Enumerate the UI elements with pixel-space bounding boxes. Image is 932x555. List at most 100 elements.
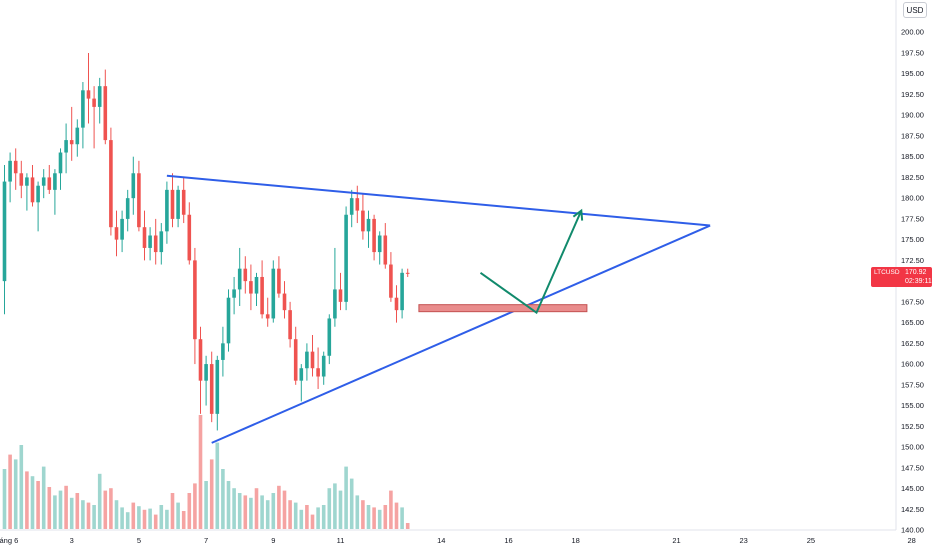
price-tick-label: 150.00 — [901, 443, 924, 452]
volume-bar — [176, 502, 180, 529]
volume-bar — [299, 509, 304, 529]
volume-bar — [2, 469, 7, 529]
volume-bar — [237, 493, 242, 529]
candle-body — [299, 368, 304, 381]
time-tick-label: 16 — [504, 536, 512, 545]
volume-bar — [103, 490, 108, 529]
volume-bar — [86, 502, 91, 529]
volume-bar — [316, 507, 320, 529]
bar-countdown: 02:39:11 — [905, 278, 932, 285]
volume-bar — [204, 481, 208, 529]
volume-bar — [221, 469, 225, 529]
last-price-tag: 170.92 02:39:11 — [902, 267, 932, 287]
candle-body — [47, 177, 52, 190]
volume-bar — [293, 502, 298, 529]
candle-body — [142, 227, 147, 248]
time-tick-label: 23 — [740, 536, 748, 545]
drawing-layer[interactable] — [166, 174, 711, 444]
candle-body — [366, 218, 371, 232]
candle-body — [193, 260, 197, 340]
lower-trendline[interactable] — [211, 224, 711, 444]
candle-body — [221, 343, 225, 360]
candle-body — [226, 297, 231, 344]
volume-bar — [265, 500, 270, 529]
volume-bar — [254, 488, 259, 529]
volume-bar — [405, 523, 410, 529]
candle-body — [209, 364, 214, 414]
currency-button[interactable]: USD — [903, 2, 927, 18]
volume-bar — [338, 490, 343, 529]
candle-body — [243, 268, 248, 282]
volume-bar — [271, 493, 276, 529]
price-tick-label: 197.50 — [901, 48, 924, 57]
volume-bar — [400, 507, 404, 529]
price-tick-label: 190.00 — [901, 111, 924, 120]
volume-bar — [349, 478, 354, 529]
candle-body — [400, 272, 404, 311]
candle-body — [293, 339, 298, 381]
candle-body — [41, 177, 46, 186]
projection-arrowhead — [572, 208, 584, 221]
volume-bar — [148, 508, 152, 529]
upper-trendline[interactable] — [166, 174, 711, 227]
support-zone[interactable] — [418, 304, 588, 313]
volume-bar — [153, 514, 158, 529]
time-tick-label: 28 — [908, 536, 916, 545]
candle-body — [131, 173, 136, 199]
volume-bar — [249, 497, 253, 529]
candle-body — [254, 276, 259, 294]
volume-bar — [361, 500, 365, 529]
last-price-value: 170.92 — [905, 269, 927, 276]
price-tick-label: 172.50 — [901, 256, 924, 265]
candle-body — [148, 235, 152, 248]
candle-body — [198, 339, 203, 381]
price-axis[interactable]: 200.00 197.50 195.00 192.50 190.00 187.50 185.… — [901, 28, 924, 535]
price-tick-label: 175.00 — [901, 235, 924, 244]
volume-bar — [226, 481, 231, 529]
volume-bar — [109, 488, 113, 529]
candle-body — [125, 198, 130, 219]
candle-body — [53, 173, 57, 190]
volume-bar — [64, 485, 68, 529]
candle-body — [58, 152, 63, 174]
candle-body — [282, 293, 287, 311]
candle-layer — [2, 52, 410, 431]
time-tick-label: 3 — [70, 536, 74, 545]
symbol-label: LTCUSD — [874, 269, 900, 276]
volume-bar — [30, 476, 35, 529]
candle-body — [204, 364, 208, 381]
candle-body — [271, 268, 276, 319]
price-tick-label: 142.50 — [901, 505, 924, 514]
candle-body — [103, 86, 108, 141]
candle-body — [349, 198, 354, 215]
candle-body — [187, 214, 192, 261]
price-tick-label: 140.00 — [901, 526, 924, 535]
candle-body — [92, 98, 96, 107]
price-tick-label: 152.50 — [901, 422, 924, 431]
volume-bar — [92, 505, 96, 529]
volume-bar — [377, 509, 382, 529]
candle-body — [249, 281, 253, 294]
candle-body — [165, 189, 169, 232]
volume-bar — [321, 505, 326, 529]
candle-body — [405, 272, 410, 274]
projection-arrow[interactable] — [479, 210, 583, 315]
volume-bar — [198, 415, 203, 529]
candle-body — [288, 310, 292, 340]
price-tick-label: 167.50 — [901, 297, 924, 306]
volume-bar — [137, 506, 141, 529]
price-tick-label: 157.50 — [901, 380, 924, 389]
volume-bar — [125, 512, 130, 529]
time-tick-label: 18 — [572, 536, 580, 545]
volume-bar — [97, 473, 102, 529]
volume-bar — [215, 442, 220, 529]
price-tick-label: 187.50 — [901, 131, 924, 140]
volume-bar — [333, 483, 337, 529]
candle-body — [321, 355, 326, 377]
candle-body — [69, 140, 74, 145]
time-axis[interactable]: Tháng 635791114161821232528Tháng 73 — [0, 536, 932, 545]
time-tick-label: 9 — [271, 536, 275, 545]
